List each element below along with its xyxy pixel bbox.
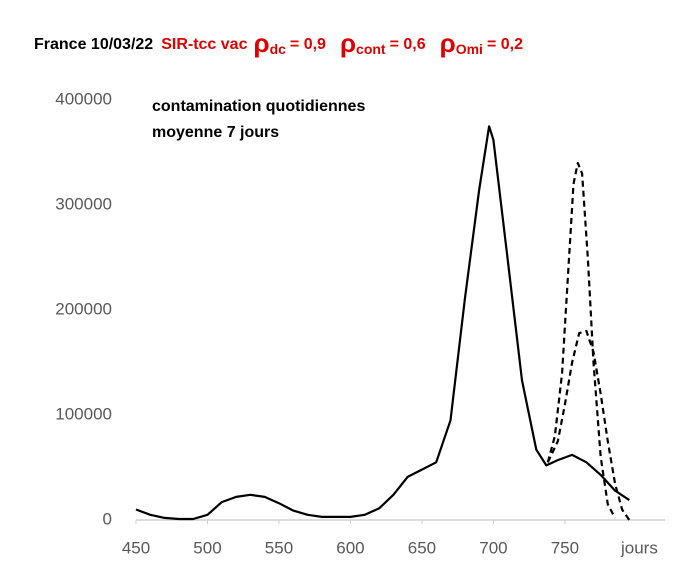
series-line	[546, 161, 616, 519]
param-symbol: ρ	[440, 28, 456, 58]
x-tick-label: 500	[193, 538, 221, 557]
param-subscript: cont	[356, 41, 386, 57]
series-line	[546, 329, 631, 521]
param-subscript: dc	[270, 41, 287, 57]
param-subscript: Omi	[456, 41, 483, 57]
x-tick-label: 450	[122, 538, 150, 557]
series-line	[135, 125, 630, 521]
x-tick-label: 700	[479, 538, 507, 557]
parameters: ρdc = 0,9 ρcont = 0,6 ρOmi = 0,2	[253, 28, 523, 58]
annotation: moyenne 7 jours	[152, 124, 279, 141]
y-tick-label: 400000	[55, 89, 112, 108]
y-tick-label: 0	[103, 509, 112, 528]
x-tick-label: 750	[551, 538, 579, 557]
chart-title: France 10/03/22 SIR-tcc vac ρdc = 0,9 ρcont =…	[34, 28, 523, 58]
title: France 10/03/22	[34, 36, 153, 53]
y-tick-label: 300000	[55, 194, 112, 213]
param-symbol: ρ	[340, 28, 356, 58]
x-tick-label: 650	[408, 538, 436, 557]
x-tick-label: 550	[265, 538, 293, 557]
x-axis-label: jours	[620, 538, 658, 557]
annotation: contamination quotidiennes	[152, 98, 365, 115]
x-tick-label: 600	[336, 538, 364, 557]
y-tick-label: 100000	[55, 404, 112, 423]
param-value: = 0,2	[487, 36, 523, 53]
param-value: = 0,6	[390, 36, 426, 53]
y-tick-label: 200000	[55, 299, 112, 318]
param-symbol: ρ	[253, 28, 269, 58]
model: SIR-tcc vac	[161, 36, 247, 53]
param-value: = 0,9	[290, 36, 326, 53]
